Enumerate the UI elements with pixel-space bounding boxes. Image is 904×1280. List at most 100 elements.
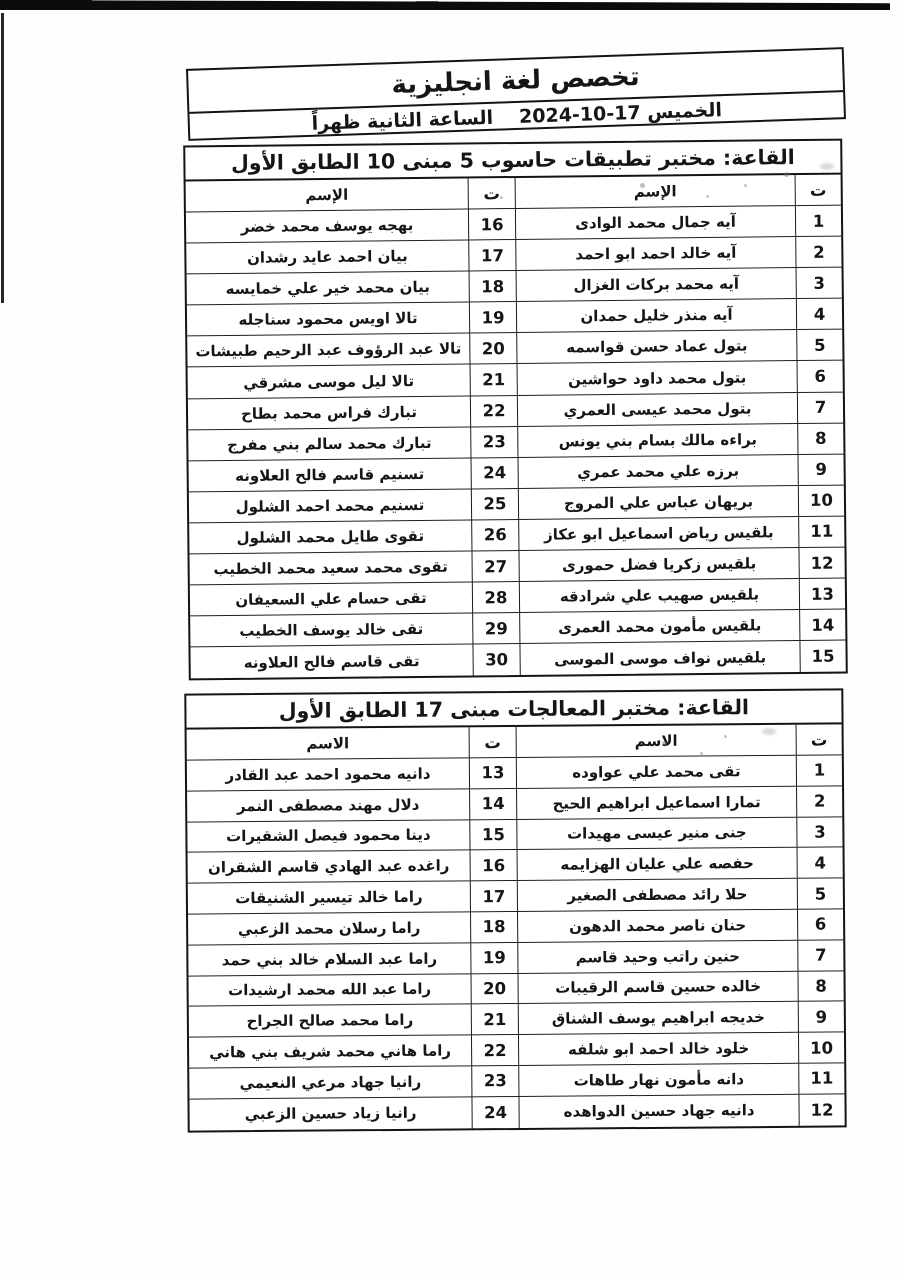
name-cell: بلقيس مأمون محمد العمرى xyxy=(519,610,800,645)
serial-cell: 21 xyxy=(469,364,517,397)
serial-cell: 12 xyxy=(798,547,845,580)
table-row: 7 حنين راتب وحيد قاسم 19 راما عبد السلام خا… xyxy=(188,940,844,977)
name-cell: دلال مهند مصطفى النمر xyxy=(187,789,470,823)
name-cell: بيان محمد خير علي خمايسه xyxy=(186,271,469,306)
table-row: 12 دانيه جهاد حسين الدواهده 24 رانيا زياد ح… xyxy=(189,1094,845,1130)
serial-cell: 8 xyxy=(797,971,844,1003)
serial-cell: 27 xyxy=(471,551,519,583)
serial-cell: 13 xyxy=(798,578,846,611)
serial-cell: 10 xyxy=(797,1032,845,1064)
serial-cell: 23 xyxy=(471,1065,519,1098)
serial-cell: 28 xyxy=(471,582,520,614)
name-cell: راما هاني محمد شريف بني هاني xyxy=(188,1035,472,1069)
name-cell: تسنيم محمد احمد الشلول xyxy=(188,489,472,524)
serial-cell: 4 xyxy=(795,298,843,331)
name-header-cell: الاسم xyxy=(515,724,796,758)
scan-speck xyxy=(640,183,645,188)
name-cell: راما عبد السلام خالد بني حمد xyxy=(188,943,471,977)
scan-speck xyxy=(784,172,789,177)
name-cell: بلقيس نواف موسى الموسى xyxy=(519,641,800,676)
scan-speck xyxy=(744,184,747,187)
serial-header-cell: ت xyxy=(795,724,842,756)
name-cell: آيه محمد بركات الغزال xyxy=(515,268,796,303)
serial-cell: 5 xyxy=(796,329,843,362)
serial-cell: 7 xyxy=(796,392,844,424)
serial-cell: 22 xyxy=(470,1035,519,1067)
scan-bottom-bar xyxy=(0,0,890,10)
scan-speck xyxy=(706,195,709,198)
serial-cell: 23 xyxy=(470,426,518,459)
name-cell: آيه منذر خليل حمدان xyxy=(515,299,797,334)
name-cell: تالا ليل موسى مشرقي xyxy=(187,364,470,399)
serial-cell: 9 xyxy=(797,1001,844,1033)
name-cell: تسنيم قاسم فالح العلاونه xyxy=(188,458,471,493)
serial-cell: 13 xyxy=(468,757,517,790)
roster-table-computer-lab: القاعة: مختبر تطبيقات حاسوب 5 مبنى 10 ال… xyxy=(183,138,848,681)
serial-cell: 11 xyxy=(798,1063,845,1095)
name-header-cell: الإسم xyxy=(185,178,468,213)
name-cell: راما محمد صالح الجراح xyxy=(188,1004,471,1038)
table-row: 10 خلود خالد احمد ابو شلفه 22 راما هاني محم… xyxy=(188,1032,845,1069)
serial-cell: 17 xyxy=(469,881,518,913)
table-rows-container: 1 تقى محمد علي عواوده 13 دانيه محمود احمد ع… xyxy=(186,755,845,1130)
serial-cell: 29 xyxy=(472,613,520,645)
name-cell: تالا اويس محمود سناجله xyxy=(186,302,470,337)
name-cell: بلقيس زكريا فضل حمورى xyxy=(518,548,799,583)
name-cell: تالا عبد الرؤوف عبد الرحيم طبيشات xyxy=(187,333,470,368)
serial-cell: 20 xyxy=(469,333,517,365)
serial-header-cell: ت xyxy=(468,726,516,759)
name-cell: جنى منير عيسى مهيدات xyxy=(516,817,797,851)
serial-cell: 1 xyxy=(795,755,843,787)
scan-speck xyxy=(662,741,667,746)
serial-cell: 2 xyxy=(796,786,843,818)
table-row: 11 دانه مأمون نهار طاهات 23 رانيا جهاد مرعي… xyxy=(189,1063,845,1100)
room-title: القاعة: مختبر المعالجات مبنى 17 الطابق ا… xyxy=(186,690,842,730)
serial-header-cell: ت xyxy=(467,177,515,210)
table-header-row: ت الاسم ت الاسم xyxy=(186,724,842,761)
serial-cell: 24 xyxy=(470,457,518,490)
serial-cell: 22 xyxy=(469,395,518,428)
name-cell: بتول محمد داود حواشين xyxy=(516,361,797,396)
name-cell: تقوى محمد سعيد محمد الخطيب xyxy=(189,551,472,586)
serial-cell: 7 xyxy=(797,940,844,972)
table-row: 9 خديجه ابراهيم يوسف الشناق 21 راما محمد صا… xyxy=(188,1001,844,1038)
name-cell: راما عبد الله محمد ارشيدات xyxy=(188,973,471,1007)
table-row: 2 تمارا اسماعيل ابراهيم الحيح 14 دلال مهند … xyxy=(187,786,843,823)
name-cell: تقى محمد علي عواوده xyxy=(515,755,797,789)
name-cell: بلقيس رياض اسماعيل ابو عكاز xyxy=(518,516,799,552)
serial-cell: 20 xyxy=(470,973,518,1005)
name-cell: راما خالد تيسير الشنيقات xyxy=(187,881,471,915)
name-header-cell: الإسم xyxy=(514,175,795,209)
name-cell: رانيا جهاد مرعي النعيمي xyxy=(189,1066,472,1100)
table-row: 5 حلا رائد مصطفى الصغير 17 راما خالد تيسير … xyxy=(187,878,844,915)
serial-cell: 4 xyxy=(796,847,843,879)
serial-cell: 17 xyxy=(468,240,516,272)
serial-cell: 16 xyxy=(467,208,516,241)
name-cell: بتول محمد عيسى العمري xyxy=(516,392,798,427)
name-cell: بريهان عباس علي المروج xyxy=(517,485,799,520)
name-cell: تقى حسام علي السعيفان xyxy=(189,582,473,617)
exam-header-box: تخصص لغة انجليزية الخميس 17-10-2024 السا… xyxy=(185,47,847,141)
table-row: 1 تقى محمد علي عواوده 13 دانيه محمود احمد ع… xyxy=(186,755,843,792)
name-cell: برزه علي محمد عمري xyxy=(517,454,798,489)
serial-cell: 1 xyxy=(794,205,842,238)
name-cell: بلقيس صهيب علي شرادقه xyxy=(518,579,800,614)
name-cell: تبارك محمد سالم بني مفرج xyxy=(188,427,471,462)
name-cell: دانه مأمون نهار طاهات xyxy=(518,1063,799,1097)
scan-smudge xyxy=(762,728,776,735)
roster-table-processors-lab: القاعة: مختبر المعالجات مبنى 17 الطابق ا… xyxy=(184,688,847,1133)
name-cell: دانيه محمود احمد عبد القادر xyxy=(186,758,470,792)
serial-cell: 21 xyxy=(470,1004,518,1036)
name-cell: راغده عبد الهادي قاسم الشقران xyxy=(187,850,470,884)
serial-cell: 6 xyxy=(796,361,843,393)
scan-speck xyxy=(700,752,703,755)
name-cell: حفصه علي عليان الهزايمه xyxy=(516,848,797,882)
name-cell: تقى قاسم فالح العلاونه xyxy=(243,651,420,672)
name-header-cell: الاسم xyxy=(186,727,469,761)
serial-cell: 16 xyxy=(469,850,517,882)
table-row: 3 جنى منير عيسى مهيدات 15 دينا محمود فيصل ا… xyxy=(187,817,843,853)
name-cell: حنان ناصر محمد الدهون xyxy=(517,909,798,943)
serial-cell: 15 xyxy=(799,640,846,673)
name-cell: حنين راتب وحيد قاسم xyxy=(517,940,798,974)
